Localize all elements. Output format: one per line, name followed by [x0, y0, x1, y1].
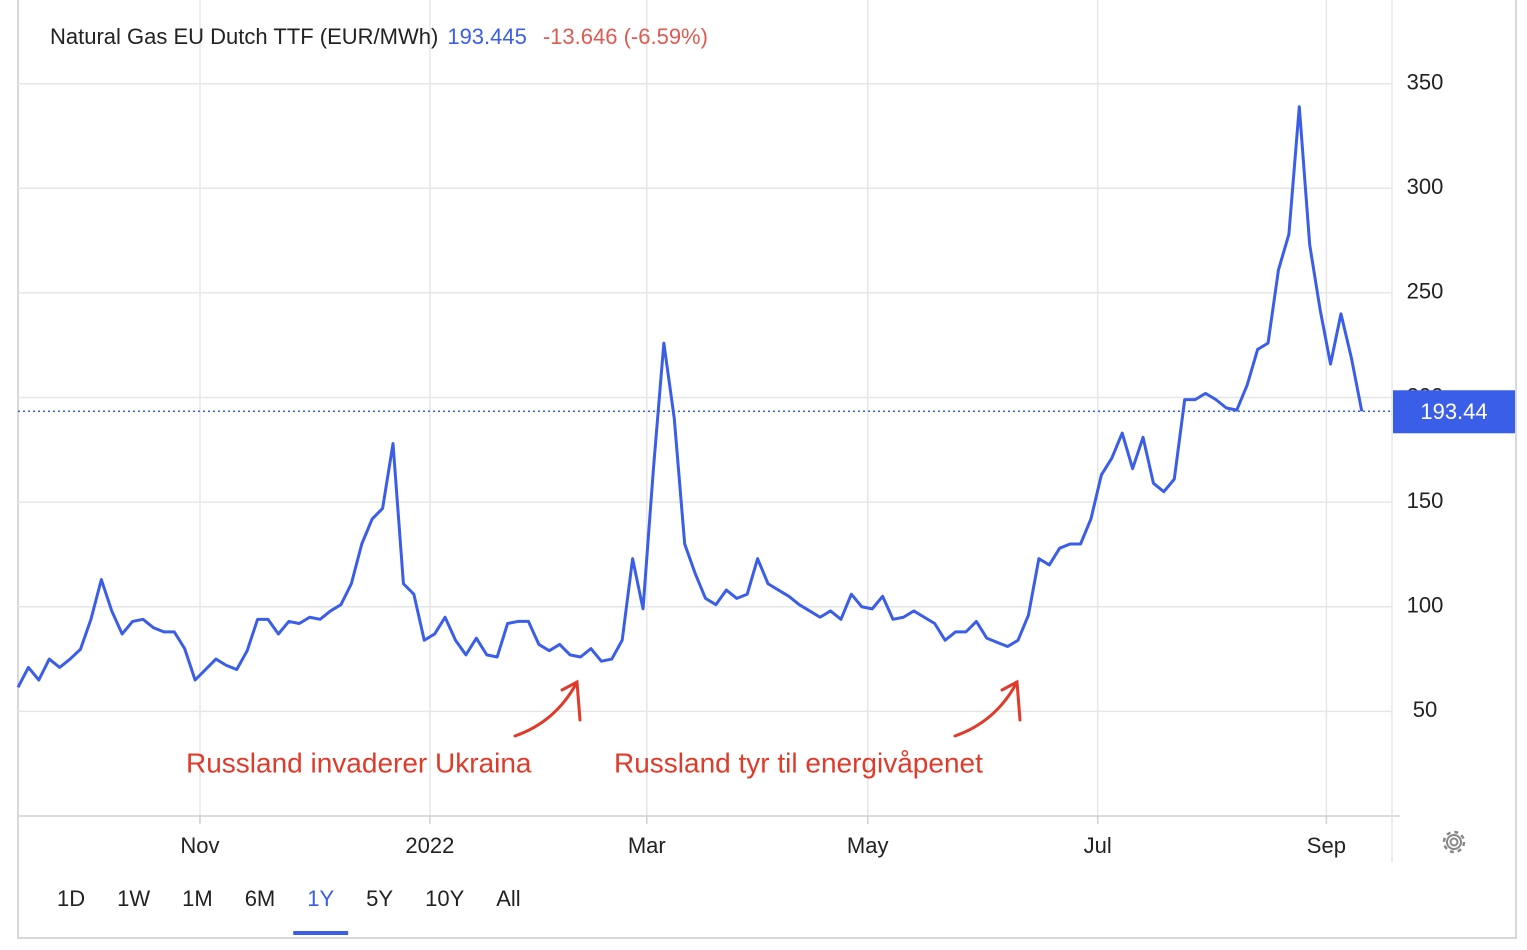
change: -13.646 (-6.59%): [543, 24, 708, 49]
range-button[interactable]: 1Y: [307, 886, 334, 911]
settings-icon[interactable]: [1442, 830, 1466, 854]
arrow: [513, 679, 582, 738]
arrow: [953, 679, 1022, 738]
price-line: [16, 105, 1364, 689]
range-button[interactable]: 5Y: [366, 886, 393, 911]
annotation: Russland tyr til energivåpenet: [614, 747, 983, 778]
x-tick-label: Nov: [180, 833, 219, 858]
range-underline: [293, 931, 349, 935]
price-tag-label: 193.44: [1420, 399, 1487, 424]
x-tick-label: 2022: [405, 833, 454, 858]
range-button[interactable]: 6M: [245, 886, 276, 911]
annotation: Russland invaderer Ukraina: [186, 747, 532, 778]
frame: [17, 0, 1517, 939]
range-button[interactable]: All: [496, 886, 520, 911]
x-tick-label: Jul: [1084, 833, 1112, 858]
y-tick-label: 50: [1413, 697, 1437, 722]
range-button[interactable]: 1D: [57, 886, 85, 911]
last-value: 193.445: [447, 24, 527, 49]
y-tick-label: 100: [1407, 593, 1444, 618]
x-tick-label: May: [847, 833, 889, 858]
price-tag: [1393, 390, 1515, 434]
y-tick-label: 300: [1407, 174, 1444, 199]
range-button[interactable]: 1W: [117, 886, 150, 911]
y-tick-label: 350: [1407, 70, 1444, 95]
y-tick-label: 250: [1407, 279, 1444, 304]
range-button[interactable]: 10Y: [425, 886, 464, 911]
chart-title: Natural Gas EU Dutch TTF (EUR/MWh): [50, 24, 438, 49]
range-button[interactable]: 1M: [182, 886, 213, 911]
y-tick-label: 150: [1407, 488, 1444, 513]
x-tick-label: Mar: [628, 833, 666, 858]
x-tick-label: Sep: [1307, 833, 1346, 858]
